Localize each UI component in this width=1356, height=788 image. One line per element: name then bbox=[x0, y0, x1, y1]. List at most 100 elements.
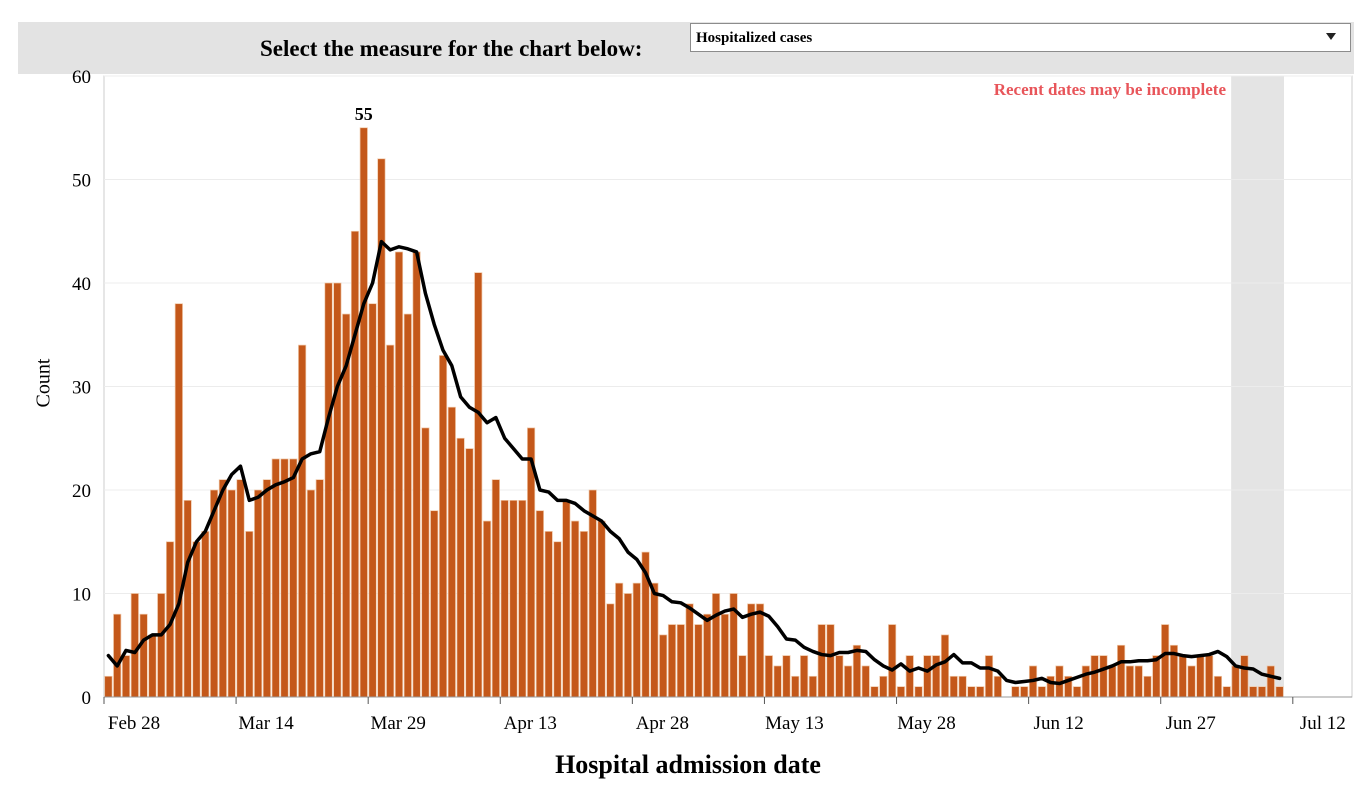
bar bbox=[1205, 656, 1212, 697]
bar bbox=[844, 666, 851, 697]
bar bbox=[202, 531, 209, 697]
bar bbox=[950, 676, 957, 697]
bar bbox=[1249, 687, 1256, 697]
bar bbox=[1135, 666, 1142, 697]
bar bbox=[1091, 656, 1098, 697]
bar bbox=[290, 459, 297, 697]
bar bbox=[184, 500, 191, 697]
y-tick-label: 20 bbox=[72, 481, 91, 502]
bar bbox=[765, 656, 772, 697]
bar bbox=[633, 583, 640, 697]
bar bbox=[686, 604, 693, 697]
bar bbox=[836, 656, 843, 697]
bar bbox=[369, 304, 376, 697]
bar bbox=[563, 500, 570, 697]
bar bbox=[378, 159, 385, 697]
bar bbox=[466, 449, 473, 697]
bar bbox=[431, 511, 438, 697]
x-tick-label: Jun 27 bbox=[1166, 713, 1216, 734]
y-tick-label: 0 bbox=[82, 688, 92, 709]
y-tick-label: 50 bbox=[72, 171, 91, 192]
bar bbox=[307, 490, 314, 697]
bar bbox=[651, 583, 658, 697]
bar bbox=[1082, 666, 1089, 697]
bar bbox=[800, 656, 807, 697]
bar bbox=[105, 676, 112, 697]
bar bbox=[149, 635, 156, 697]
bar bbox=[131, 594, 138, 698]
bar bbox=[360, 128, 367, 697]
bar bbox=[915, 687, 922, 697]
bar bbox=[739, 656, 746, 697]
bar bbox=[959, 676, 966, 697]
x-tick-label: Apr 28 bbox=[636, 713, 689, 734]
bar bbox=[114, 614, 121, 697]
x-tick-label: Feb 28 bbox=[108, 713, 160, 734]
bar bbox=[351, 231, 358, 697]
bar bbox=[395, 252, 402, 697]
bar bbox=[792, 676, 799, 697]
bar bbox=[809, 676, 816, 697]
bar bbox=[1153, 656, 1160, 697]
bar bbox=[571, 521, 578, 697]
bar bbox=[545, 531, 552, 697]
bar bbox=[888, 625, 895, 697]
bar bbox=[897, 687, 904, 697]
bar bbox=[976, 687, 983, 697]
x-tick-label: May 28 bbox=[897, 713, 956, 734]
bar bbox=[386, 345, 393, 697]
bar bbox=[607, 604, 614, 697]
bar bbox=[492, 480, 499, 697]
bar bbox=[263, 480, 270, 697]
y-tick-label: 40 bbox=[72, 274, 91, 295]
bar bbox=[237, 480, 244, 697]
bar bbox=[589, 490, 596, 697]
bar bbox=[1117, 645, 1124, 697]
bar bbox=[325, 283, 332, 697]
bar bbox=[228, 490, 235, 697]
bar bbox=[994, 676, 1001, 697]
bar bbox=[1021, 687, 1028, 697]
bar bbox=[774, 666, 781, 697]
bar bbox=[624, 594, 631, 698]
bar bbox=[756, 604, 763, 697]
peak-value-label: 55 bbox=[355, 104, 373, 124]
bar bbox=[712, 594, 719, 698]
bar bbox=[439, 355, 446, 697]
bar bbox=[298, 345, 305, 697]
bar bbox=[721, 614, 728, 697]
bar bbox=[880, 676, 887, 697]
x-tick-label: Mar 14 bbox=[238, 713, 294, 734]
bar bbox=[580, 531, 587, 697]
bar bbox=[968, 687, 975, 697]
bar bbox=[1197, 656, 1204, 697]
bar bbox=[668, 625, 675, 697]
bar bbox=[1188, 666, 1195, 697]
bar bbox=[932, 656, 939, 697]
bar bbox=[1267, 666, 1274, 697]
bar bbox=[193, 542, 200, 697]
bar bbox=[695, 625, 702, 697]
bar bbox=[985, 656, 992, 697]
bar bbox=[748, 604, 755, 697]
bar bbox=[924, 656, 931, 697]
bar bbox=[862, 666, 869, 697]
x-tick-label: Jul 12 bbox=[1300, 713, 1346, 734]
bar bbox=[818, 625, 825, 697]
bar bbox=[1073, 687, 1080, 697]
bar bbox=[536, 511, 543, 697]
bar bbox=[254, 490, 261, 697]
bar bbox=[827, 625, 834, 697]
bar bbox=[783, 656, 790, 697]
y-axis-title: Count bbox=[33, 359, 56, 408]
bar bbox=[598, 521, 605, 697]
bar bbox=[122, 656, 129, 697]
bar bbox=[554, 542, 561, 697]
y-tick-label: 60 bbox=[72, 67, 91, 88]
x-tick-label: Apr 13 bbox=[504, 713, 557, 734]
x-tick-label: Jun 12 bbox=[1034, 713, 1084, 734]
bar bbox=[1232, 666, 1239, 697]
bar bbox=[457, 438, 464, 697]
bar bbox=[501, 500, 508, 697]
bar bbox=[404, 314, 411, 697]
